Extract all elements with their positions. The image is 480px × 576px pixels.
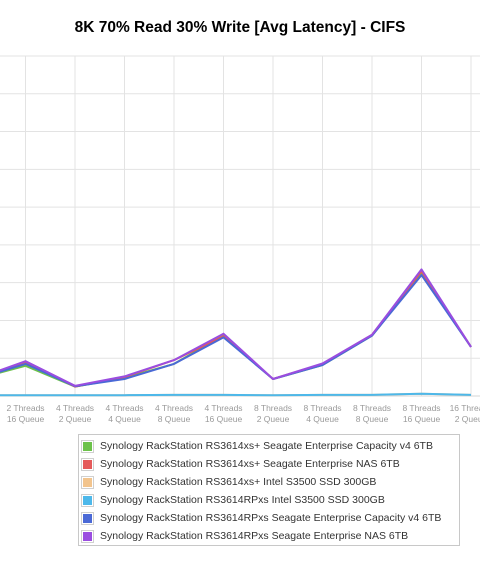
x-tick-label: 8 Threads (303, 403, 341, 413)
legend-label: Synology RackStation RS3614RPxs Intel S3… (100, 494, 385, 506)
legend-item[interactable]: Synology RackStation RS3614xs+ Intel S35… (81, 473, 459, 491)
x-tick-label: 8 Threads (353, 403, 391, 413)
x-tick-label: 2 Threads (6, 403, 44, 413)
x-tick-label: 4 Queue (108, 414, 141, 424)
series-line-6 (0, 268, 472, 387)
x-tick-label: 16 Queue (205, 414, 243, 424)
legend-item[interactable]: Synology RackStation RS3614xs+ Seagate E… (81, 455, 459, 473)
series-line-5 (0, 274, 472, 388)
legend-swatch (81, 457, 94, 471)
x-tick-label: 16 Threads (450, 403, 480, 413)
series-line-1 (0, 272, 472, 388)
x-tick-label: 4 Threads (56, 403, 94, 413)
legend-swatch (81, 475, 94, 489)
x-tick-label: 8 Queue (356, 414, 389, 424)
legend-swatch (81, 511, 94, 525)
legend-label: Synology RackStation RS3614xs+ Intel S35… (100, 476, 377, 488)
chart-series-lines (0, 268, 472, 397)
legend-item[interactable]: Synology RackStation RS3614xs+ Seagate E… (81, 437, 459, 455)
x-tick-label: 4 Queue (306, 414, 339, 424)
series-line-2 (0, 270, 472, 388)
x-tick-label: 2 Queue (455, 414, 480, 424)
x-tick-label: 4 Threads (105, 403, 143, 413)
series-line-4 (0, 392, 472, 397)
chart-legend: Synology RackStation RS3614xs+ Seagate E… (78, 434, 460, 546)
legend-swatch (81, 439, 94, 453)
x-tick-label: 4 Threads (155, 403, 193, 413)
legend-label: Synology RackStation RS3614RPxs Seagate … (100, 530, 409, 542)
legend-label: Synology RackStation RS3614xs+ Seagate E… (100, 458, 400, 470)
legend-item[interactable]: Synology RackStation RS3614RPxs Seagate … (81, 527, 459, 545)
chart-title: 8K 70% Read 30% Write [Avg Latency] - CI… (74, 19, 406, 36)
x-tick-label: 2 Queue (257, 414, 290, 424)
x-tick-label: 2 Queue (59, 414, 92, 424)
legend-label: Synology RackStation RS3614RPxs Seagate … (100, 512, 442, 524)
x-tick-label: 16 Queue (403, 414, 441, 424)
x-tick-label: 8 Threads (254, 403, 292, 413)
x-tick-label: 8 Threads (402, 403, 440, 413)
legend-swatch (81, 529, 94, 543)
legend-swatch (81, 493, 94, 507)
x-tick-label: 16 Queue (7, 414, 45, 424)
x-tick-label: 8 Queue (158, 414, 191, 424)
legend-label: Synology RackStation RS3614xs+ Seagate E… (100, 440, 433, 452)
x-tick-label: 4 Threads (204, 403, 242, 413)
legend-item[interactable]: Synology RackStation RS3614RPxs Seagate … (81, 509, 459, 527)
chart-grid (0, 55, 480, 397)
legend-item[interactable]: Synology RackStation RS3614RPxs Intel S3… (81, 491, 459, 509)
